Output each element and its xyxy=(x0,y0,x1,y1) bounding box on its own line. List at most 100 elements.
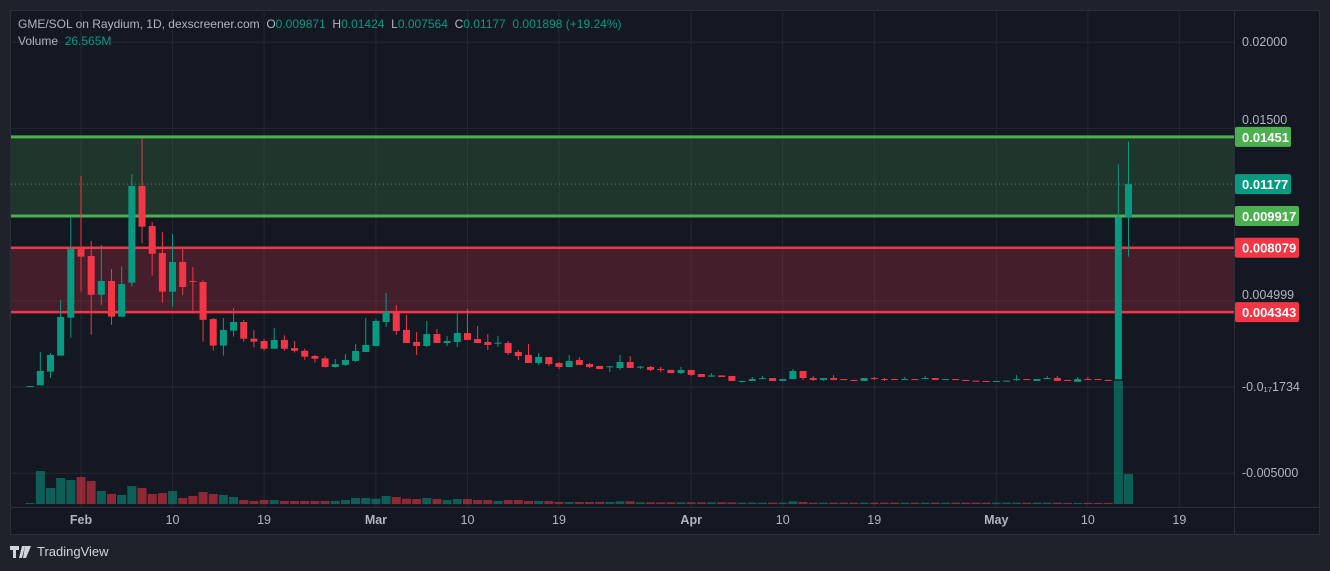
candle-body[interactable] xyxy=(97,280,105,295)
candle-body[interactable] xyxy=(1013,379,1021,381)
candle-body[interactable] xyxy=(880,379,888,381)
tradingview-logo[interactable]: TradingView xyxy=(10,544,109,559)
candle-body[interactable] xyxy=(87,255,95,295)
candle-body[interactable] xyxy=(728,375,736,381)
candle-body[interactable] xyxy=(504,343,512,354)
candle-body[interactable] xyxy=(240,322,248,339)
candle-body[interactable] xyxy=(758,378,766,380)
candle-body[interactable] xyxy=(901,379,909,381)
candle-body[interactable] xyxy=(494,342,502,344)
candle-body[interactable] xyxy=(911,379,919,381)
candle-body[interactable] xyxy=(850,379,858,381)
candle-body[interactable] xyxy=(1114,217,1122,380)
candle-body[interactable] xyxy=(677,369,685,374)
candle-body[interactable] xyxy=(565,360,573,368)
candle-body[interactable] xyxy=(230,322,238,331)
candle-body[interactable] xyxy=(819,378,827,380)
candle-body[interactable] xyxy=(616,362,624,369)
candle-body[interactable] xyxy=(830,378,838,380)
candle-body[interactable] xyxy=(260,340,268,349)
candle-body[interactable] xyxy=(657,369,665,371)
candle-body[interactable] xyxy=(514,352,522,356)
candle-body[interactable] xyxy=(738,380,746,382)
candle-body[interactable] xyxy=(891,379,899,381)
candle-body[interactable] xyxy=(26,385,34,387)
candle-body[interactable] xyxy=(809,378,817,380)
candle-body[interactable] xyxy=(1063,379,1071,381)
candle-body[interactable] xyxy=(1002,380,1010,382)
candle-body[interactable] xyxy=(423,334,431,346)
candle-body[interactable] xyxy=(179,262,187,288)
candle-body[interactable] xyxy=(860,378,868,381)
candle-body[interactable] xyxy=(372,320,380,346)
candle-body[interactable] xyxy=(443,340,451,344)
candle-body[interactable] xyxy=(626,362,634,369)
candle-body[interactable] xyxy=(586,364,593,368)
candle-body[interactable] xyxy=(67,249,75,318)
candle-body[interactable] xyxy=(311,355,319,359)
candle-body[interactable] xyxy=(270,339,278,349)
candle-body[interactable] xyxy=(352,350,360,361)
candle-body[interactable] xyxy=(1094,379,1102,381)
chart-pane[interactable] xyxy=(10,10,1320,535)
candle-body[interactable] xyxy=(555,363,563,368)
candle-body[interactable] xyxy=(1043,378,1051,380)
candle-body[interactable] xyxy=(392,313,400,331)
candle-body[interactable] xyxy=(291,348,299,351)
candle-body[interactable] xyxy=(402,329,410,344)
candle-body[interactable] xyxy=(36,370,44,386)
candle-body[interactable] xyxy=(169,262,177,292)
candle-body[interactable] xyxy=(524,354,532,364)
candle-body[interactable] xyxy=(1125,184,1133,217)
candle-body[interactable] xyxy=(199,282,207,320)
candle-body[interactable] xyxy=(474,339,482,344)
candle-body[interactable] xyxy=(118,284,126,317)
candle-body[interactable] xyxy=(606,366,614,368)
candle-body[interactable] xyxy=(453,333,461,343)
candle-body[interactable] xyxy=(921,378,929,380)
candle-body[interactable] xyxy=(1084,379,1092,381)
candle-body[interactable] xyxy=(484,342,492,345)
candle-body[interactable] xyxy=(575,359,583,365)
candle-body[interactable] xyxy=(413,342,421,346)
candle-body[interactable] xyxy=(779,379,787,381)
candle-body[interactable] xyxy=(128,185,136,283)
candle-body[interactable] xyxy=(952,379,960,381)
candle-body[interactable] xyxy=(799,370,807,379)
candle-body[interactable] xyxy=(301,350,309,357)
candle-body[interactable] xyxy=(463,333,471,340)
candle-body[interactable] xyxy=(982,380,990,382)
candle-body[interactable] xyxy=(1104,379,1112,381)
candle-body[interactable] xyxy=(1033,379,1041,381)
candle-body[interactable] xyxy=(362,344,370,353)
candle-body[interactable] xyxy=(840,379,848,381)
candle-body[interactable] xyxy=(331,364,339,368)
candle-body[interactable] xyxy=(718,375,726,378)
candle-body[interactable] xyxy=(545,357,553,365)
candle-body[interactable] xyxy=(962,379,970,381)
candle-body[interactable] xyxy=(1023,379,1031,381)
candle-body[interactable] xyxy=(708,375,716,377)
candle-body[interactable] xyxy=(46,354,54,372)
candle-body[interactable] xyxy=(647,367,655,370)
candle-body[interactable] xyxy=(992,380,1000,382)
candle-body[interactable] xyxy=(870,378,878,380)
candle-body[interactable] xyxy=(789,370,797,380)
candle-body[interactable] xyxy=(280,339,288,349)
candle-body[interactable] xyxy=(250,338,258,342)
candle-body[interactable] xyxy=(687,369,695,375)
candle-body[interactable] xyxy=(748,379,756,381)
candle-body[interactable] xyxy=(535,357,543,364)
volume-label[interactable]: Volume xyxy=(18,34,59,48)
candle-body[interactable] xyxy=(57,317,65,356)
candle-body[interactable] xyxy=(158,253,166,292)
candle-body[interactable] xyxy=(138,185,146,227)
candle-body[interactable] xyxy=(189,280,197,282)
candle-body[interactable] xyxy=(941,379,949,381)
symbol-line[interactable]: GME/SOL on Raydium, 1D, dexscreener.com xyxy=(18,17,260,31)
candle-body[interactable] xyxy=(209,319,217,346)
candle-body[interactable] xyxy=(77,249,85,257)
candle-body[interactable] xyxy=(769,378,777,381)
candle-body[interactable] xyxy=(108,280,116,317)
candle-body[interactable] xyxy=(697,374,705,378)
